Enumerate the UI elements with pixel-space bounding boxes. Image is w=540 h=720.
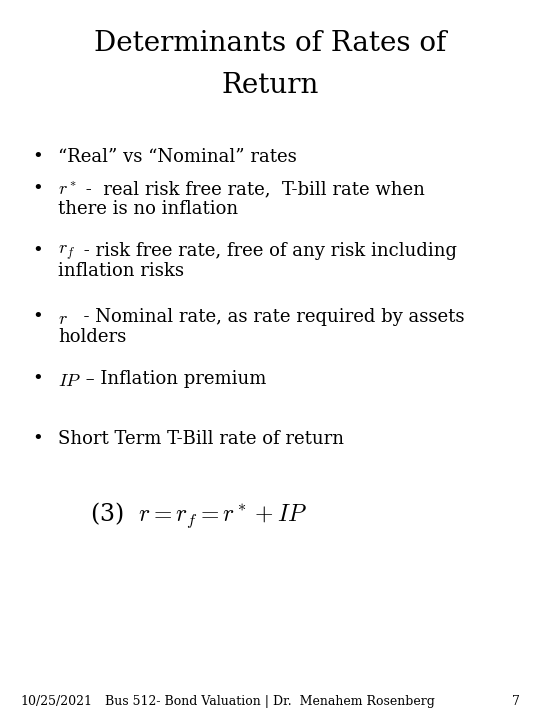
Text: •: • [32,148,43,166]
Text: •: • [32,430,43,448]
Text: Bus 512- Bond Valuation | Dr.  Menahem Rosenberg: Bus 512- Bond Valuation | Dr. Menahem Ro… [105,695,435,708]
Text: there is no inflation: there is no inflation [58,200,238,218]
Text: - risk free rate, free of any risk including: - risk free rate, free of any risk inclu… [78,242,457,260]
Text: holders: holders [58,328,126,346]
Text: Return: Return [221,72,319,99]
Text: -  real risk free rate,  T-bill rate when: - real risk free rate, T-bill rate when [80,180,425,198]
Text: – Inflation premium: – Inflation premium [80,370,266,388]
Text: $r$: $r$ [58,310,68,328]
Text: •: • [32,180,43,198]
Text: 10/25/2021: 10/25/2021 [20,695,92,708]
Text: •: • [32,242,43,260]
Text: “Real” vs “Nominal” rates: “Real” vs “Nominal” rates [58,148,297,166]
Text: $IP$: $IP$ [58,372,82,390]
Text: •: • [32,370,43,388]
Text: - Nominal rate, as rate required by assets: - Nominal rate, as rate required by asse… [72,308,464,326]
Text: 7: 7 [512,695,520,708]
Text: •: • [32,308,43,326]
Text: $r^*$: $r^*$ [58,182,77,200]
Text: (3)  $r = r_f = r^* + IP$: (3) $r = r_f = r^* + IP$ [90,500,307,529]
Text: inflation risks: inflation risks [58,262,184,280]
Text: $r_f$: $r_f$ [58,244,75,262]
Text: Short Term T-Bill rate of return: Short Term T-Bill rate of return [58,430,344,448]
Text: Determinants of Rates of: Determinants of Rates of [94,30,446,57]
